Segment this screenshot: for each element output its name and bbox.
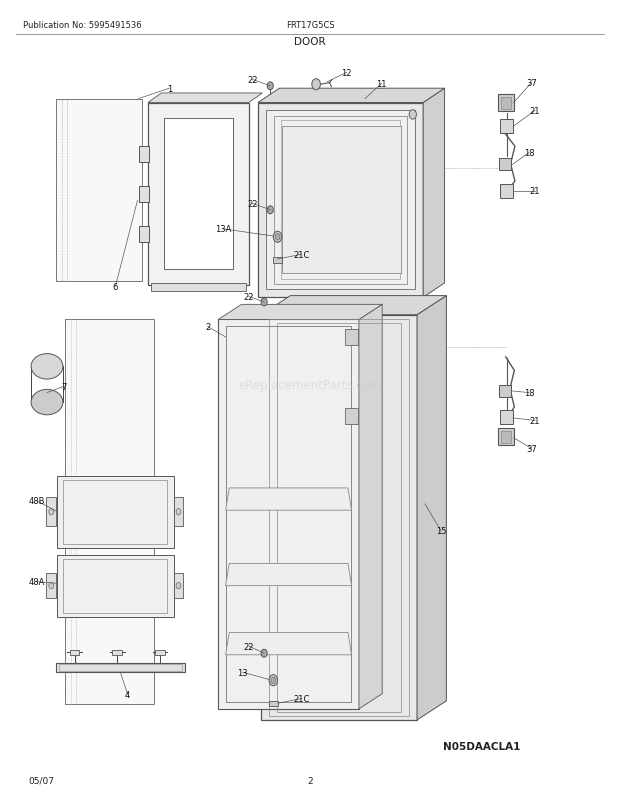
Text: 15: 15: [436, 527, 446, 536]
Polygon shape: [155, 650, 165, 655]
Polygon shape: [164, 119, 233, 270]
Ellipse shape: [31, 354, 63, 379]
Polygon shape: [266, 111, 415, 290]
Circle shape: [176, 509, 181, 516]
Text: N05DAACLA1: N05DAACLA1: [443, 741, 520, 751]
Polygon shape: [46, 573, 56, 598]
Text: 05/07: 05/07: [29, 776, 55, 785]
Polygon shape: [283, 128, 401, 274]
Bar: [345, 330, 358, 346]
Circle shape: [409, 111, 417, 120]
Text: 22: 22: [244, 642, 254, 650]
Polygon shape: [58, 555, 174, 617]
Text: 21: 21: [530, 107, 541, 115]
Polygon shape: [139, 187, 149, 203]
Polygon shape: [65, 319, 154, 704]
Text: 12: 12: [342, 69, 352, 78]
Text: 22: 22: [247, 200, 258, 209]
Polygon shape: [69, 650, 79, 655]
Text: 48A: 48A: [29, 577, 45, 586]
Bar: [500, 120, 513, 134]
Bar: [498, 428, 514, 445]
Text: 21: 21: [530, 416, 541, 425]
Polygon shape: [269, 701, 278, 707]
Polygon shape: [148, 94, 262, 103]
Bar: [499, 159, 511, 171]
Circle shape: [261, 298, 267, 306]
Text: 21: 21: [530, 187, 541, 196]
Polygon shape: [112, 650, 122, 655]
Polygon shape: [258, 103, 423, 298]
Text: 1: 1: [167, 84, 172, 94]
Text: 21C: 21C: [293, 250, 309, 260]
Polygon shape: [56, 99, 142, 282]
Circle shape: [271, 677, 276, 683]
Text: 48B: 48B: [29, 496, 45, 505]
Polygon shape: [174, 498, 184, 526]
Text: 2: 2: [205, 322, 210, 332]
Circle shape: [312, 79, 321, 91]
Polygon shape: [423, 89, 445, 298]
Text: eReplacementParts.com: eReplacementParts.com: [238, 379, 382, 391]
Text: 21C: 21C: [293, 695, 309, 703]
Text: FRT17G5CS: FRT17G5CS: [286, 21, 334, 30]
Polygon shape: [501, 431, 511, 443]
Ellipse shape: [31, 390, 63, 415]
Bar: [500, 184, 513, 199]
Polygon shape: [273, 258, 282, 264]
Bar: [499, 385, 511, 397]
Polygon shape: [174, 573, 184, 598]
Text: 11: 11: [376, 80, 387, 89]
Text: 13: 13: [237, 668, 248, 677]
Text: 18: 18: [524, 149, 534, 158]
Text: 37: 37: [526, 444, 537, 453]
Polygon shape: [501, 98, 511, 110]
Text: DOOR: DOOR: [294, 36, 326, 47]
Polygon shape: [258, 89, 445, 103]
Circle shape: [49, 583, 54, 589]
Text: 37: 37: [526, 79, 537, 88]
Polygon shape: [261, 315, 417, 720]
Polygon shape: [226, 633, 352, 655]
Polygon shape: [148, 103, 249, 286]
Text: Publication No: 5995491536: Publication No: 5995491536: [22, 21, 141, 30]
Polygon shape: [218, 320, 359, 709]
Bar: [500, 411, 513, 425]
Polygon shape: [359, 305, 382, 709]
Circle shape: [275, 234, 280, 241]
Text: 18: 18: [524, 388, 534, 398]
Circle shape: [261, 650, 267, 658]
Polygon shape: [58, 476, 174, 548]
Polygon shape: [46, 498, 56, 526]
Polygon shape: [218, 305, 382, 320]
Text: 13A: 13A: [215, 225, 231, 234]
Text: 4: 4: [125, 691, 130, 699]
Polygon shape: [226, 564, 352, 586]
Polygon shape: [139, 147, 149, 163]
Text: 6: 6: [113, 282, 118, 291]
Polygon shape: [139, 226, 149, 242]
Text: 2: 2: [307, 776, 313, 785]
Polygon shape: [56, 663, 185, 672]
Bar: [345, 409, 358, 425]
Polygon shape: [151, 284, 246, 291]
Circle shape: [269, 674, 278, 686]
Circle shape: [267, 83, 273, 91]
Circle shape: [273, 232, 282, 243]
Bar: [498, 95, 514, 112]
Circle shape: [267, 207, 273, 214]
Polygon shape: [261, 296, 446, 315]
Circle shape: [49, 509, 54, 516]
Polygon shape: [226, 488, 352, 511]
Text: 7: 7: [61, 383, 67, 391]
Polygon shape: [417, 296, 446, 720]
Circle shape: [176, 583, 181, 589]
Text: 22: 22: [244, 293, 254, 302]
Text: 22: 22: [247, 76, 258, 85]
